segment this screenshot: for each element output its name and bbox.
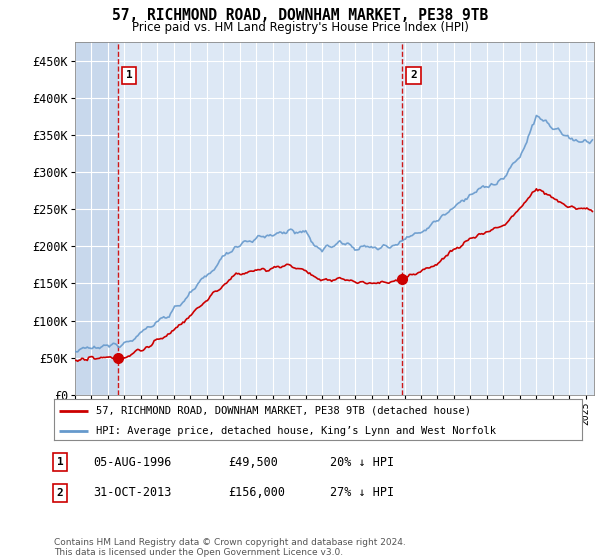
Text: 1: 1	[56, 457, 64, 467]
Text: £49,500: £49,500	[228, 455, 278, 469]
Text: Contains HM Land Registry data © Crown copyright and database right 2024.
This d: Contains HM Land Registry data © Crown c…	[54, 538, 406, 557]
Text: 1: 1	[126, 71, 133, 81]
Text: 05-AUG-1996: 05-AUG-1996	[93, 455, 172, 469]
Text: Price paid vs. HM Land Registry's House Price Index (HPI): Price paid vs. HM Land Registry's House …	[131, 21, 469, 34]
Text: 20% ↓ HPI: 20% ↓ HPI	[330, 455, 394, 469]
Text: £156,000: £156,000	[228, 486, 285, 500]
Text: HPI: Average price, detached house, King’s Lynn and West Norfolk: HPI: Average price, detached house, King…	[96, 426, 496, 436]
Text: 27% ↓ HPI: 27% ↓ HPI	[330, 486, 394, 500]
Text: 2: 2	[56, 488, 64, 498]
Text: 57, RICHMOND ROAD, DOWNHAM MARKET, PE38 9TB (detached house): 57, RICHMOND ROAD, DOWNHAM MARKET, PE38 …	[96, 405, 471, 416]
Text: 57, RICHMOND ROAD, DOWNHAM MARKET, PE38 9TB: 57, RICHMOND ROAD, DOWNHAM MARKET, PE38 …	[112, 8, 488, 24]
Text: 2: 2	[410, 71, 417, 81]
Text: 31-OCT-2013: 31-OCT-2013	[93, 486, 172, 500]
Bar	[75, 42, 118, 395]
